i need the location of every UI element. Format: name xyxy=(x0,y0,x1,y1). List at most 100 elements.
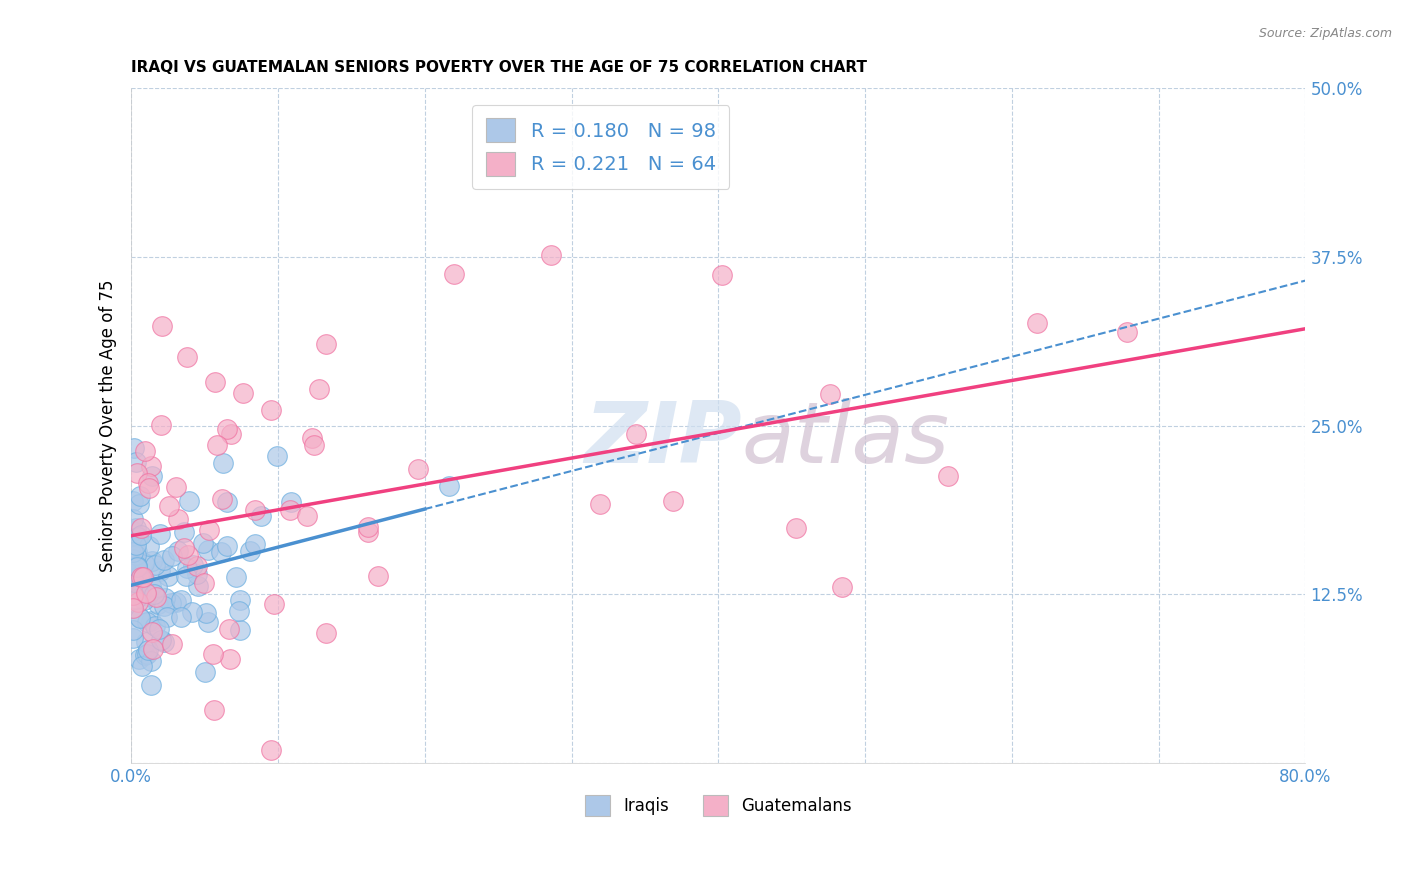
Point xyxy=(170,593,193,607)
Point xyxy=(149,564,172,578)
Point xyxy=(125,521,148,535)
Point xyxy=(121,624,143,638)
Point xyxy=(239,544,262,558)
Point xyxy=(177,493,200,508)
Point xyxy=(149,418,172,433)
Point xyxy=(124,568,146,582)
Point xyxy=(201,648,224,662)
Point xyxy=(136,647,159,661)
Point xyxy=(145,580,167,594)
Point xyxy=(152,635,174,649)
Point xyxy=(121,494,143,508)
Point xyxy=(315,336,337,351)
Point xyxy=(124,564,146,578)
Point xyxy=(127,530,149,544)
Point xyxy=(202,703,225,717)
Point xyxy=(153,591,176,605)
Point xyxy=(159,596,181,610)
Point xyxy=(129,528,152,542)
Point xyxy=(134,443,156,458)
Point xyxy=(121,524,143,539)
Point xyxy=(186,579,208,593)
Point xyxy=(128,573,150,587)
Point xyxy=(661,494,683,508)
Point xyxy=(132,570,155,584)
Point xyxy=(301,431,323,445)
Text: Source: ZipAtlas.com: Source: ZipAtlas.com xyxy=(1258,27,1392,40)
Point xyxy=(149,633,172,648)
Point xyxy=(125,466,148,480)
Point xyxy=(141,468,163,483)
Point xyxy=(219,426,242,441)
Point xyxy=(122,441,145,455)
Point xyxy=(176,350,198,364)
Point xyxy=(128,610,150,624)
Point xyxy=(121,545,143,559)
Point xyxy=(197,523,219,537)
Point xyxy=(125,538,148,552)
Point xyxy=(367,569,389,583)
Point xyxy=(156,569,179,583)
Point xyxy=(165,594,187,608)
Point xyxy=(626,427,648,442)
Point xyxy=(153,552,176,566)
Point xyxy=(1116,325,1139,339)
Point xyxy=(139,579,162,593)
Point xyxy=(122,575,145,590)
Point xyxy=(128,651,150,665)
Point xyxy=(831,581,853,595)
Y-axis label: Seniors Poverty Over the Age of 75: Seniors Poverty Over the Age of 75 xyxy=(100,279,117,572)
Point xyxy=(148,622,170,636)
Point xyxy=(125,591,148,606)
Point xyxy=(160,637,183,651)
Point xyxy=(124,554,146,568)
Point xyxy=(406,461,429,475)
Point xyxy=(215,422,238,436)
Point xyxy=(191,536,214,550)
Point xyxy=(125,548,148,562)
Point xyxy=(212,456,235,470)
Point xyxy=(217,495,239,509)
Point xyxy=(194,665,217,680)
Point xyxy=(143,619,166,633)
Point xyxy=(266,449,288,463)
Point xyxy=(141,624,163,639)
Point xyxy=(150,318,173,333)
Point xyxy=(129,489,152,503)
Point xyxy=(124,585,146,599)
Point xyxy=(357,519,380,533)
Point xyxy=(142,641,165,656)
Text: IRAQI VS GUATEMALAN SENIORS POVERTY OVER THE AGE OF 75 CORRELATION CHART: IRAQI VS GUATEMALAN SENIORS POVERTY OVER… xyxy=(131,60,868,75)
Point xyxy=(121,512,143,526)
Point xyxy=(211,492,233,507)
Point xyxy=(243,503,266,517)
Text: ZIP: ZIP xyxy=(583,398,742,481)
Point xyxy=(589,497,612,511)
Point xyxy=(245,537,267,551)
Point xyxy=(280,495,302,509)
Point xyxy=(308,382,330,396)
Point xyxy=(278,503,301,517)
Point xyxy=(121,559,143,574)
Point xyxy=(121,552,143,566)
Point xyxy=(166,512,188,526)
Point xyxy=(138,539,160,553)
Point xyxy=(131,569,153,583)
Point xyxy=(128,569,150,583)
Point xyxy=(180,605,202,619)
Point xyxy=(145,590,167,604)
Text: atlas: atlas xyxy=(742,398,950,481)
Point xyxy=(209,545,232,559)
Point xyxy=(186,559,208,574)
Point xyxy=(205,438,228,452)
Legend: Iraqis, Guatemalans: Iraqis, Guatemalans xyxy=(578,789,858,822)
Point xyxy=(197,543,219,558)
Point xyxy=(153,599,176,613)
Point xyxy=(124,559,146,574)
Point xyxy=(129,585,152,599)
Point xyxy=(197,615,219,629)
Point xyxy=(204,375,226,389)
Point xyxy=(173,524,195,539)
Point xyxy=(443,267,465,281)
Point xyxy=(125,545,148,559)
